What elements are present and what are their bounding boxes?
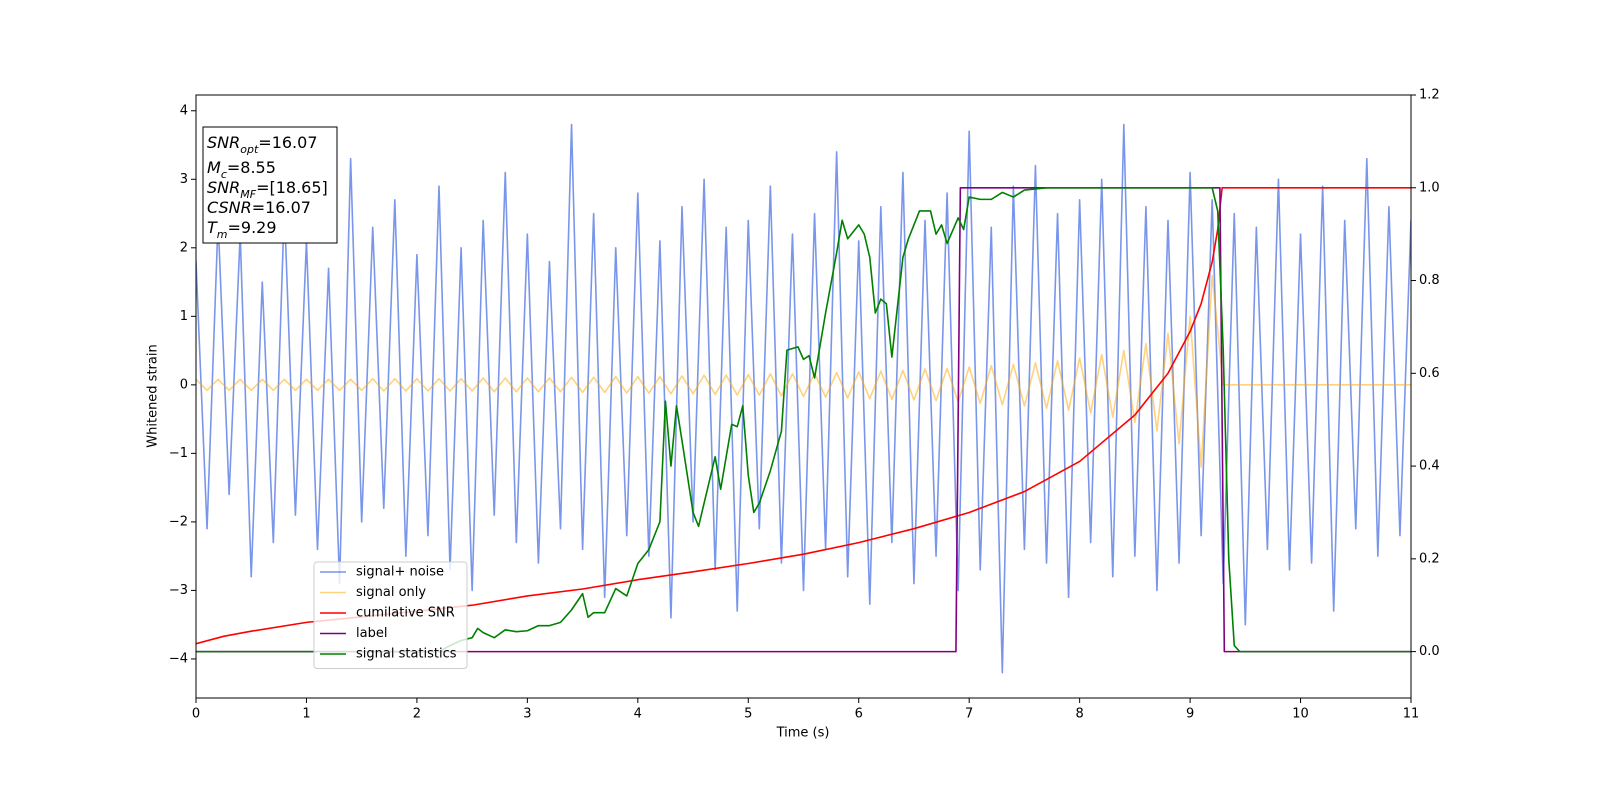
- annotation: SNRopt=16.07: [207, 133, 318, 156]
- x-tick-label: 7: [965, 707, 973, 722]
- annotation-text: =16.07: [252, 198, 311, 217]
- axes-frame: [195, 94, 1412, 699]
- annotation-subscript: c: [221, 168, 227, 181]
- y2-tick-label: 1.2: [1419, 88, 1440, 103]
- annotation-symbol: T: [207, 218, 218, 237]
- annotation-subscript: opt: [240, 143, 259, 156]
- legend-label: signal statistics: [356, 647, 457, 662]
- y-axis-label: Whitened strain: [146, 344, 161, 447]
- x-tick-label: 0: [192, 707, 200, 722]
- y-tick-label: −4: [169, 651, 188, 666]
- y2-tick-label: 0.8: [1419, 273, 1440, 288]
- annotation: CSNR=16.07: [207, 198, 311, 217]
- x-tick-label: 10: [1292, 707, 1309, 722]
- legend-label: label: [356, 626, 387, 641]
- annotation-text: =9.29: [228, 218, 277, 237]
- annotation-text: =8.55: [227, 158, 276, 177]
- x-tick-label: 5: [744, 707, 752, 722]
- annotation-text: =[18.65]: [256, 178, 328, 197]
- y2-tick-label: 0.4: [1419, 459, 1440, 474]
- x-tick-label: 3: [523, 707, 531, 722]
- annotation-symbol: M: [207, 158, 221, 177]
- x-tick-label: 6: [855, 707, 863, 722]
- y-tick-label: 4: [180, 103, 188, 118]
- series-line: [196, 123, 1411, 674]
- x-axis-label: Time (s): [776, 726, 830, 741]
- annotation-symbol: CSNR: [207, 198, 252, 217]
- y2-tick-label: 1.0: [1419, 180, 1440, 195]
- y-tick-label: 2: [180, 240, 188, 255]
- legend-label: cumilative SNR: [356, 606, 455, 621]
- annotation-box: SNRopt=16.07 Mc=8.55 SNRMF=[18.65] CSNR=…: [202, 126, 338, 244]
- annotation-symbol: SNR: [207, 178, 240, 197]
- y2-tick-label: 0.6: [1419, 366, 1440, 381]
- x-tick-label: 1: [302, 707, 310, 722]
- annotation-symbol: SNR: [207, 133, 240, 152]
- x-tick-label: 11: [1403, 707, 1420, 722]
- annotation: Tm=9.29: [207, 218, 277, 241]
- legend-frame: [313, 561, 468, 669]
- series-line: [196, 274, 1411, 468]
- annotation-subscript: MF: [240, 188, 256, 201]
- y-tick-label: 3: [180, 172, 188, 187]
- y-tick-label: −3: [169, 583, 188, 598]
- y2-tick-label: 0.2: [1419, 551, 1440, 566]
- y-tick-label: 1: [180, 309, 188, 324]
- legend-label: signal only: [356, 585, 426, 600]
- x-tick-label: 2: [413, 707, 421, 722]
- annotation: SNRMF=[18.65]: [207, 178, 328, 201]
- series-line: [196, 186, 1411, 653]
- annotation-frame: [202, 126, 338, 244]
- y-tick-label: −1: [169, 446, 188, 461]
- x-tick-label: 9: [1186, 707, 1194, 722]
- x-tick-label: 8: [1075, 707, 1083, 722]
- y-tick-label: −2: [169, 514, 188, 529]
- legend-label: signal+ noise: [356, 565, 444, 580]
- y-tick-label: 0: [180, 377, 188, 392]
- x-tick-label: 4: [634, 707, 642, 722]
- y2-tick-label: 0.0: [1419, 644, 1440, 659]
- annotation-subscript: m: [217, 228, 228, 241]
- annotation-text: =16.07: [258, 133, 317, 152]
- annotation: Mc=8.55: [207, 158, 276, 181]
